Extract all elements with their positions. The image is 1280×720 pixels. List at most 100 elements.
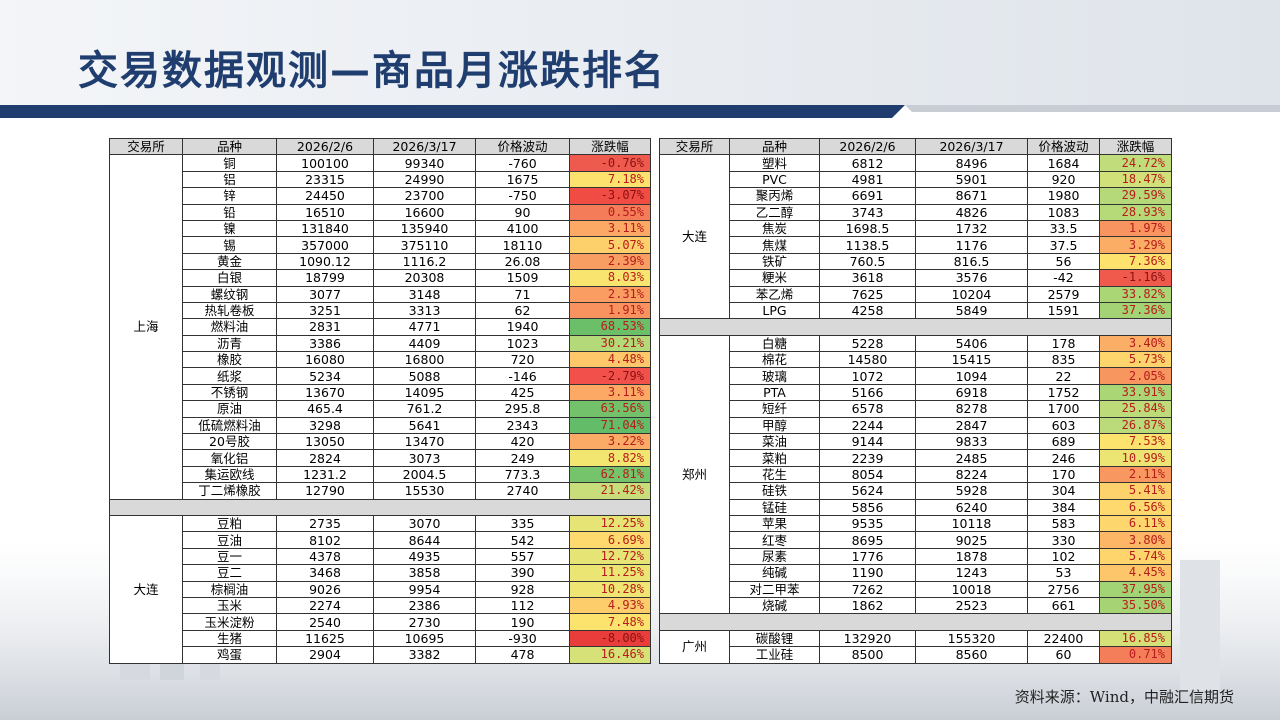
commodity-name: 锰硅	[729, 498, 820, 516]
separator-cell	[659, 318, 1172, 336]
header-cell: 涨跌幅	[1099, 137, 1172, 156]
price-start: 3468	[276, 564, 374, 582]
change-percent: 5.73%	[1099, 351, 1172, 369]
price-end: 4409	[373, 334, 476, 353]
change-percent: 2.05%	[1099, 367, 1172, 385]
table-row: 锰硅 5856 6240 384 6.56%	[660, 498, 1172, 516]
commodity-name: 黄金	[182, 252, 277, 271]
price-start: 132920	[819, 629, 916, 648]
price-end: 2847	[915, 416, 1028, 435]
price-start: 1090.12	[276, 252, 374, 271]
change-percent: 16.85%	[1099, 629, 1172, 648]
price-start: 1698.5	[819, 219, 916, 238]
price-start: 2904	[276, 646, 374, 664]
table-row: 郑州 白糖 5228 5406 178 3.40%	[659, 334, 1172, 615]
price-end: 2730	[373, 613, 476, 631]
change-percent: 21.42%	[569, 482, 651, 500]
table-row: 菜油 9144 9833 689 7.53%	[660, 433, 1172, 451]
price-start: 7625	[819, 285, 916, 303]
price-change: 62	[475, 301, 570, 320]
price-change: 246	[1027, 449, 1100, 467]
price-end: 5641	[373, 416, 476, 435]
commodity-name: 鸡蛋	[182, 646, 277, 664]
price-change: 2740	[475, 482, 570, 500]
commodity-name: 镍	[182, 219, 277, 238]
price-change: 720	[475, 351, 570, 369]
price-end: 14095	[373, 383, 476, 402]
price-change: 1591	[1027, 301, 1100, 320]
price-change: 18110	[475, 236, 570, 254]
table-row: 白银 18799 20308 1509 8.03%	[110, 269, 651, 287]
table-row: 原油 465.4 761.2 295.8 63.56%	[110, 400, 651, 418]
price-change: 1752	[1027, 383, 1100, 402]
left-commodity-table: 交易所 品种 2026/2/6 2026/3/17 价格波动 涨跌幅 上海铜 100100 99…	[109, 137, 651, 664]
table-row: 花生 8054 8224 170 2.11%	[660, 465, 1172, 484]
price-end: 1094	[915, 367, 1028, 385]
price-start: 465.4	[276, 400, 374, 418]
price-end: 761.2	[373, 400, 476, 418]
price-end: 99340	[373, 154, 476, 172]
price-start: 24450	[276, 187, 374, 205]
price-start: 3618	[819, 269, 916, 287]
change-percent: -1.16%	[1099, 269, 1172, 287]
table-row: 玉米 2274 2386 112 4.93%	[110, 596, 651, 615]
price-end: 2004.5	[373, 465, 476, 484]
change-percent: 5.07%	[569, 236, 651, 254]
header-cell: 2026/2/6	[276, 137, 374, 156]
commodity-name: 玉米	[182, 596, 277, 615]
price-change: -760	[475, 154, 570, 172]
change-percent: 3.40%	[1099, 334, 1172, 353]
price-end: 1176	[915, 236, 1028, 254]
commodity-name: LPG	[729, 301, 820, 320]
table-row: 不锈钢 13670 14095 425 3.11%	[110, 383, 651, 402]
price-end: 6240	[915, 498, 1028, 516]
price-change: 71	[475, 285, 570, 303]
price-end: 1116.2	[373, 252, 476, 271]
price-start: 3077	[276, 285, 374, 303]
table-row: 豆油 8102 8644 542 6.69%	[110, 531, 651, 549]
price-end: 4935	[373, 547, 476, 566]
price-end: 23700	[373, 187, 476, 205]
commodity-name: 短纤	[729, 400, 820, 418]
change-percent: -0.76%	[569, 154, 651, 172]
price-start: 16510	[276, 203, 374, 221]
table-row: 乙二醇 3743 4826 1083 28.93%	[660, 203, 1172, 221]
price-change: 1700	[1027, 400, 1100, 418]
header-cell: 2026/2/6	[819, 137, 916, 156]
commodity-name: 乙二醇	[729, 203, 820, 221]
price-change: 1023	[475, 334, 570, 353]
commodity-name: 锌	[182, 187, 277, 205]
price-start: 4378	[276, 547, 374, 566]
table-row: 对二甲苯 7262 10018 2756 37.95%	[660, 580, 1172, 598]
price-start: 6691	[819, 187, 916, 205]
price-end: 2386	[373, 596, 476, 615]
price-change: 53	[1027, 564, 1100, 582]
price-start: 1862	[819, 596, 916, 615]
price-end: 8496	[915, 154, 1028, 172]
change-percent: 26.87%	[1099, 416, 1172, 435]
right-commodity-table: 交易所 品种 2026/2/6 2026/3/17 价格波动 涨跌幅 大连 塑料 6812 849…	[659, 137, 1172, 664]
change-percent: 7.36%	[1099, 252, 1172, 271]
price-start: 13670	[276, 383, 374, 402]
commodity-name: 硅铁	[729, 482, 820, 500]
price-change: 295.8	[475, 400, 570, 418]
price-end: 9025	[915, 531, 1028, 549]
table-row: 玉米淀粉 2540 2730 190 7.48%	[110, 613, 651, 631]
left-table-wrap: 交易所 品种 2026/2/6 2026/3/17 价格波动 涨跌幅 上海铜 100100 99…	[109, 137, 651, 664]
price-change: 425	[475, 383, 570, 402]
separator-row	[109, 498, 651, 516]
table-row: LPG 4258 5849 1591 37.36%	[660, 301, 1172, 320]
price-start: 14580	[819, 351, 916, 369]
commodity-name: 20号胶	[182, 433, 277, 451]
price-start: 12790	[276, 482, 374, 500]
change-percent: 3.11%	[569, 219, 651, 238]
table-row: 粳米 3618 3576 -42 -1.16%	[660, 269, 1172, 287]
price-end: 4826	[915, 203, 1028, 221]
change-percent: 5.41%	[1099, 482, 1172, 500]
commodity-name: 豆粕	[182, 514, 277, 533]
separator-cell	[659, 613, 1172, 631]
price-end: 816.5	[915, 252, 1028, 271]
change-percent: 33.91%	[1099, 383, 1172, 402]
change-percent: 7.53%	[1099, 433, 1172, 451]
table-row: 热轧卷板 3251 3313 62 1.91%	[110, 301, 651, 320]
